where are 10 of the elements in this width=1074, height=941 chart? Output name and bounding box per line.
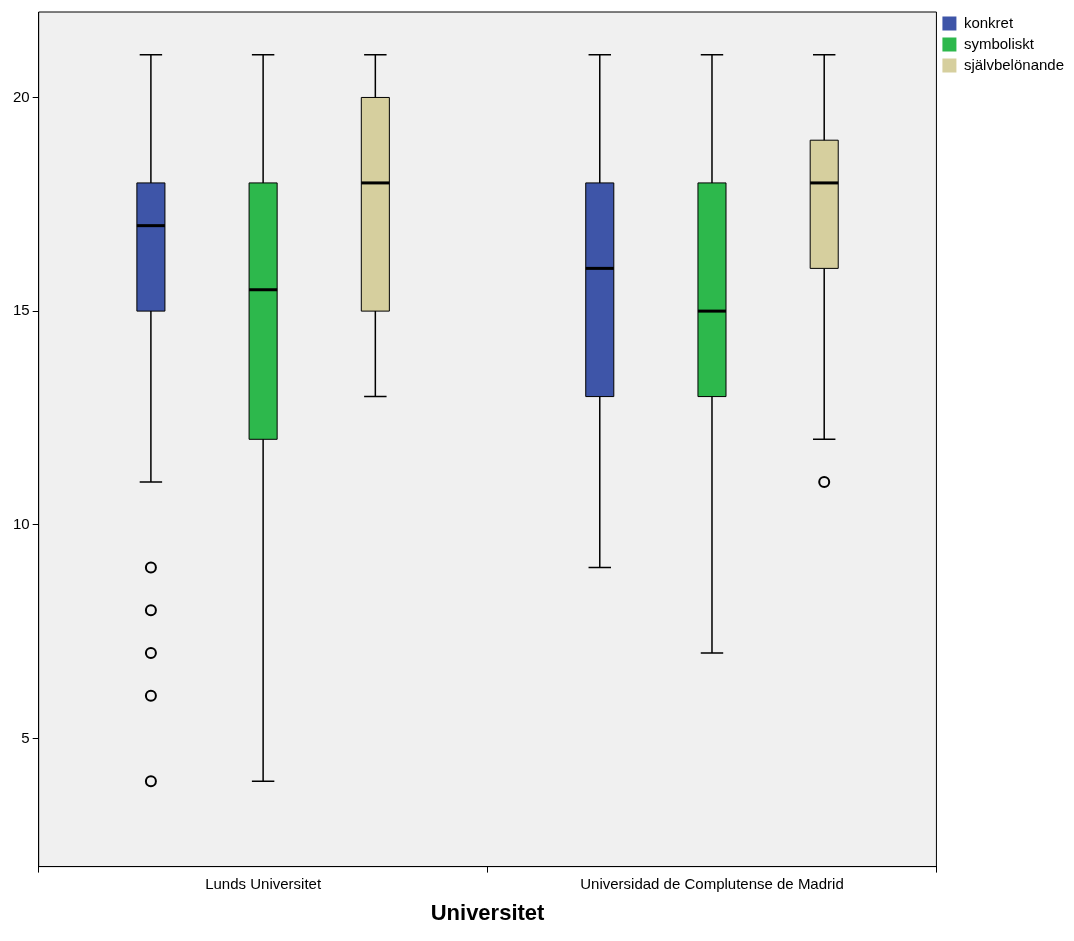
legend-label: konkret	[963, 13, 1014, 31]
x-axis-title: Universitet	[430, 899, 546, 925]
y-tick-label: 5	[21, 728, 30, 746]
y-tick-label: 15	[13, 301, 30, 319]
y-tick-label: 20	[13, 87, 30, 105]
legend-label: symboliskt	[963, 34, 1035, 52]
y-tick-label: 10	[13, 514, 30, 532]
x-tick-label: Lunds Universitet	[205, 874, 322, 892]
x-tick-label: Universidad de Complutense de Madrid	[580, 874, 844, 892]
legend-label: självbelönande	[963, 55, 1064, 73]
